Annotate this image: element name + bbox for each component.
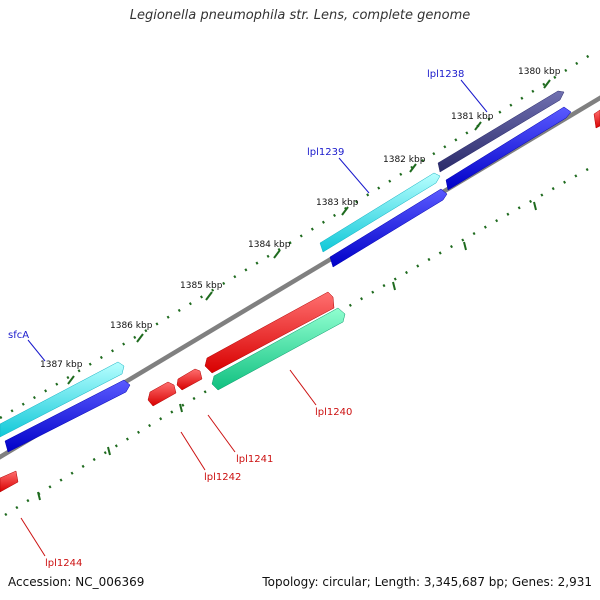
gene-feature-sfcA-strand[interactable] (4, 379, 131, 453)
gene-label-lpl1242[interactable]: lpl1242 (204, 472, 241, 483)
gene-label-lpl1239[interactable]: lpl1239 (307, 147, 344, 158)
major-tick (37, 491, 41, 501)
gene-feature-sfcA[interactable] (0, 361, 125, 438)
gene-label-sfcA[interactable]: sfcA (8, 330, 29, 341)
accession-text: Accession: NC_006369 (8, 575, 145, 589)
leader-lines (20, 79, 488, 557)
gene-feature-lpl1244[interactable] (0, 470, 19, 493)
kbp-label: 1384 kbp (248, 240, 291, 250)
kbp-label: 1386 kbp (110, 321, 153, 331)
kbp-label: 1381 kbp (451, 112, 494, 122)
major-tick (543, 79, 551, 89)
major-tick (409, 163, 417, 173)
gene-feature-lpl1238[interactable] (437, 90, 565, 173)
major-tick (463, 241, 467, 251)
major-tick (136, 333, 144, 343)
major-tick (533, 201, 537, 211)
major-tick (273, 249, 281, 259)
outer-tick-track (0, 53, 591, 420)
gene-feature-lpl1238-strand[interactable] (445, 106, 572, 191)
gene-label-lpl1244[interactable]: lpl1244 (45, 558, 82, 569)
gene-label-lpl1240[interactable]: lpl1240 (315, 407, 352, 418)
gene-feature-lpl1242[interactable] (147, 381, 177, 407)
topology-summary: Topology: circular; Length: 3,345,687 bp… (262, 575, 592, 589)
kbp-label: 1380 kbp (518, 67, 561, 77)
gene-labels: lpl1238 lpl1239 sfcA lpl1240 lpl1241 lpl… (8, 69, 464, 569)
gene-feature-lpl1239[interactable] (319, 172, 441, 253)
gene-feature-lpl1240[interactable] (204, 291, 335, 374)
gene-feature-lpl1239-strand[interactable] (329, 188, 448, 268)
major-tick (341, 206, 349, 216)
kbp-label: 1383 kbp (316, 198, 359, 208)
major-tick (392, 281, 396, 291)
map-title: Legionella pneumophila str. Lens, comple… (129, 8, 471, 23)
kbp-label: 1382 kbp (383, 155, 426, 165)
kbp-label: 1385 kbp (180, 281, 223, 291)
gene-feature-lpl1241[interactable] (176, 368, 203, 391)
major-tick (205, 291, 213, 301)
gene-label-lpl1238[interactable]: lpl1238 (427, 69, 464, 80)
gene-feature-edge[interactable] (593, 109, 600, 129)
major-tick (67, 375, 75, 385)
gene-label-lpl1241[interactable]: lpl1241 (236, 454, 273, 465)
major-tick (179, 403, 183, 413)
kbp-label: 1387 kbp (40, 360, 83, 370)
gene-feature-lpl1240-strand[interactable] (211, 307, 346, 391)
kbp-labels: 1380 kbp 1381 kbp 1382 kbp 1383 kbp 1384… (40, 67, 561, 370)
major-tick (474, 121, 482, 131)
major-tick (107, 446, 111, 456)
